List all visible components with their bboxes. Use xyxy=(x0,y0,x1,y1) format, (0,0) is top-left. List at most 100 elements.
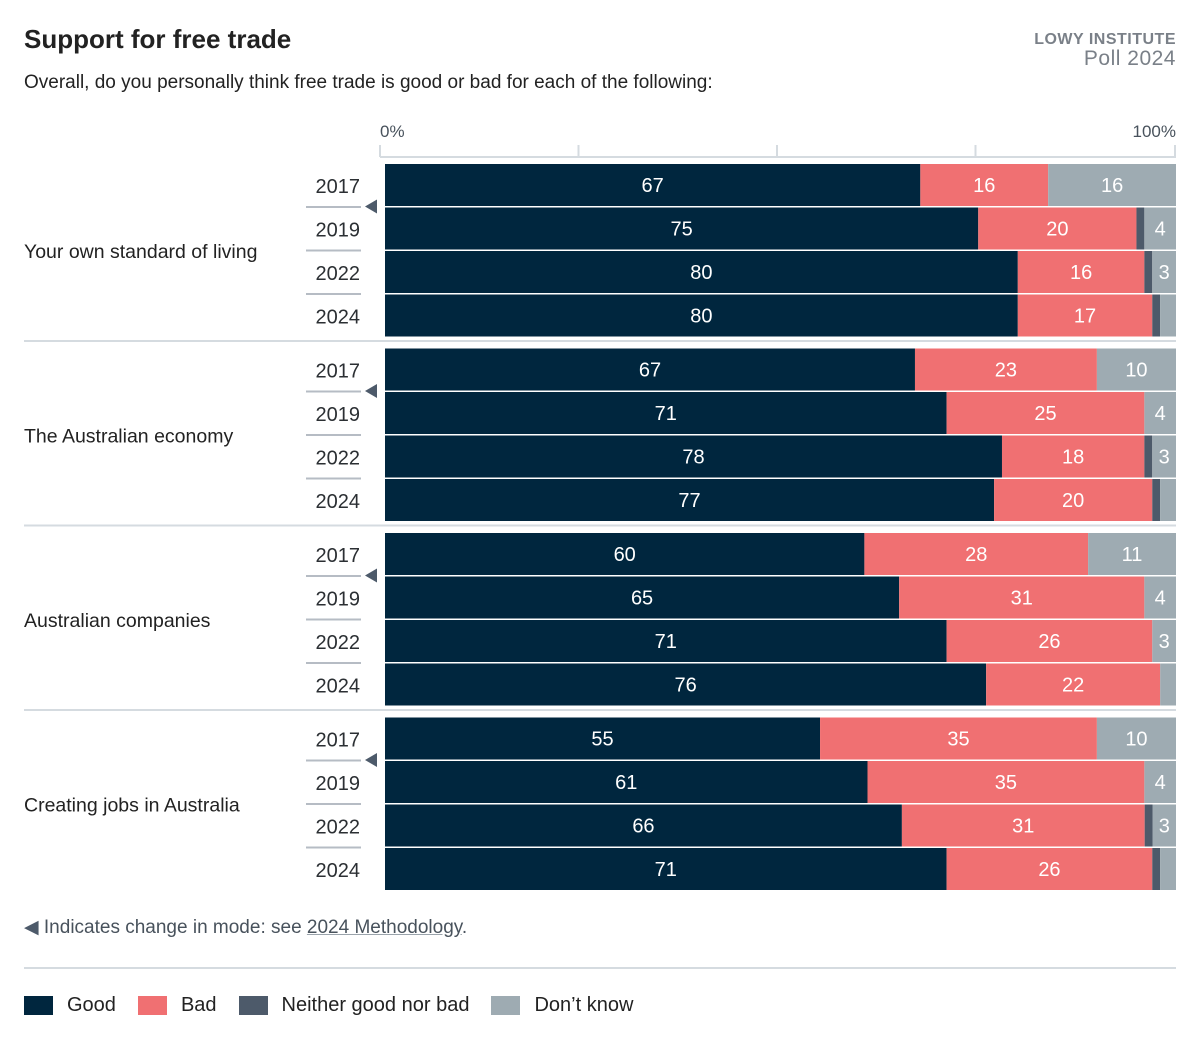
legend-label: Don’t know xyxy=(534,994,634,1016)
data-label: 35 xyxy=(947,729,969,751)
year-label: 2017 xyxy=(316,361,361,383)
mode-change-triangle-icon xyxy=(365,753,377,767)
bar-segment-dont-know xyxy=(1144,207,1176,250)
data-label: 3 xyxy=(1159,262,1170,284)
data-label: 20 xyxy=(1062,490,1084,512)
bar-segment-bad xyxy=(1001,435,1145,478)
legend-label: Bad xyxy=(180,994,217,1016)
data-label: 20 xyxy=(1046,219,1068,241)
year-label: 2022 xyxy=(316,448,361,470)
bar-segment-good xyxy=(385,164,921,206)
data-label: 80 xyxy=(690,306,712,328)
bar-segment-good xyxy=(385,620,947,662)
data-label: 22 xyxy=(1062,675,1084,697)
bar-segment-neither xyxy=(1152,479,1161,521)
x-tick-label-100: 100% xyxy=(1133,122,1176,141)
bar-segment-neither xyxy=(1152,294,1161,337)
bar-segment-good xyxy=(385,848,947,890)
bar-segment-good xyxy=(385,761,868,803)
bar-segment-bad xyxy=(994,479,1153,521)
mode-change-triangle-icon: ◀ xyxy=(24,917,39,938)
bar-segment-dont-know xyxy=(1144,761,1176,803)
data-label: 11 xyxy=(1122,544,1143,566)
year-label: 2024 xyxy=(316,307,361,329)
bar-segment-dont-know xyxy=(1152,251,1176,293)
data-label: 78 xyxy=(682,447,704,469)
bar-segment-bad xyxy=(820,717,1097,760)
legend-swatch xyxy=(24,996,53,1015)
category-label: Australian companies xyxy=(24,610,211,632)
year-label: 2022 xyxy=(316,263,361,285)
bar-segment-bad xyxy=(914,348,1097,391)
chart-title: Support for free trade xyxy=(24,24,292,54)
bar-segment-bad xyxy=(864,533,1089,575)
data-label: 16 xyxy=(1070,262,1092,284)
bar-segment-dont-know xyxy=(1144,392,1176,434)
data-label: 3 xyxy=(1159,631,1170,653)
data-label: 17 xyxy=(1074,306,1096,328)
bar-segment-good xyxy=(385,294,1018,337)
bar-segment-bad xyxy=(867,761,1145,803)
data-label: 16 xyxy=(1101,175,1123,197)
year-label: 2019 xyxy=(316,589,361,611)
bar-segment-good xyxy=(385,576,900,619)
legend-item-dont-know: Don’t know xyxy=(491,994,633,1017)
year-label: 2017 xyxy=(316,176,361,198)
bar-segment-bad xyxy=(1017,251,1145,293)
bar-segment-dont-know xyxy=(1160,663,1176,706)
bar-segment-bad xyxy=(946,392,1145,434)
year-label: 2022 xyxy=(316,632,361,654)
data-label: 18 xyxy=(1062,447,1084,469)
year-label: 2017 xyxy=(316,545,361,567)
x-tick-label-0: 0% xyxy=(380,122,405,141)
methodology-link[interactable]: 2024 Methodology xyxy=(306,917,462,938)
chart-subtitle: Overall, do you personally think free tr… xyxy=(24,72,713,93)
bar-segment-dont-know xyxy=(1096,348,1176,391)
data-label: 3 xyxy=(1159,447,1170,469)
year-label: 2024 xyxy=(316,860,361,882)
year-label: 2022 xyxy=(316,817,361,839)
data-label: 4 xyxy=(1155,588,1166,610)
brand-logo-line2: Poll 2024 xyxy=(1083,47,1176,70)
data-label: 71 xyxy=(655,859,677,881)
bar-segment-neither xyxy=(1136,207,1145,250)
bar-segment-good xyxy=(385,392,947,434)
bar-segment-good xyxy=(385,804,902,847)
bar-segment-bad xyxy=(899,576,1145,619)
data-label: 10 xyxy=(1125,360,1147,382)
data-label: 10 xyxy=(1125,729,1147,751)
legend: Good Bad Neither good nor bad Don’t know xyxy=(24,994,633,1017)
bar-segment-dont-know xyxy=(1152,435,1176,478)
data-label: 25 xyxy=(1034,403,1056,425)
year-label: 2024 xyxy=(316,676,361,698)
legend-item-neither: Neither good nor bad xyxy=(238,994,469,1017)
bar-segment-good xyxy=(385,717,821,760)
year-label: 2017 xyxy=(316,730,361,752)
divider xyxy=(24,967,1176,969)
data-label: 16 xyxy=(973,175,995,197)
legend-swatch xyxy=(238,996,268,1015)
bar-segment-bad xyxy=(1017,294,1153,337)
data-label: 4 xyxy=(1155,403,1166,425)
bar-segment-neither xyxy=(1152,848,1161,890)
data-label: 67 xyxy=(642,175,664,197)
data-label: 4 xyxy=(1155,219,1166,241)
data-label: 26 xyxy=(1038,631,1060,653)
legend-swatch xyxy=(491,996,521,1015)
bar-segment-dont-know xyxy=(1160,479,1176,521)
data-label: 3 xyxy=(1159,816,1170,838)
footnote-end: . xyxy=(461,917,468,938)
footnote-text: Indicates change in mode: see xyxy=(43,917,307,938)
data-label: 4 xyxy=(1155,772,1166,794)
year-label: 2019 xyxy=(316,773,361,795)
data-label: 76 xyxy=(674,675,696,697)
legend-label: Good xyxy=(67,994,116,1016)
bar-segment-dont-know xyxy=(1160,294,1176,337)
brand-logo-line1: LOWY INSTITUTE xyxy=(1034,31,1176,48)
data-label: 77 xyxy=(678,490,700,512)
bar-segment-dont-know xyxy=(1152,620,1176,662)
category-label: Creating jobs in Australia xyxy=(24,795,240,817)
data-label: 55 xyxy=(591,729,613,751)
